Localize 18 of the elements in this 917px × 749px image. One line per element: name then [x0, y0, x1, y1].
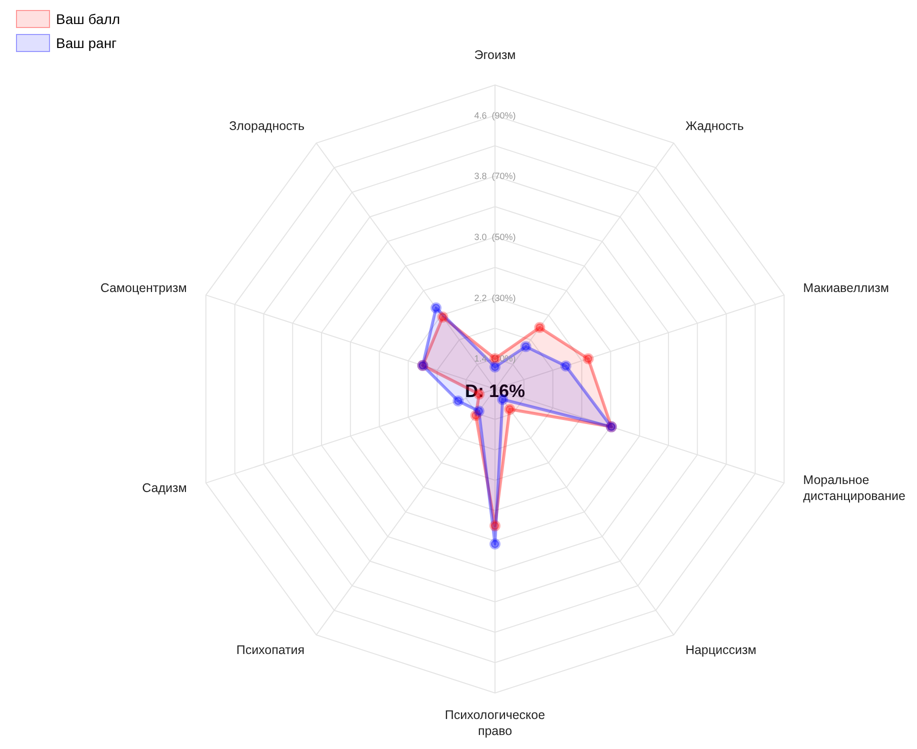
y-tick-label: 4.6 (90%) [474, 110, 516, 120]
text: D: 16% [464, 381, 526, 401]
legend-label: Ваш ранг [56, 35, 117, 51]
spoke-label: Жадность [685, 118, 744, 133]
spoke-label: Нарциссизм [685, 643, 756, 658]
spoke-label: Эгоизм [474, 48, 516, 62]
spoke-label: Злорадность [229, 118, 305, 133]
spoke-label: Психологическое право [444, 708, 546, 738]
spoke-label: Самоцентризм [100, 280, 187, 295]
spoke-label: Садизм [142, 481, 187, 496]
spoke-label: Моральное дистанцирование [803, 473, 906, 504]
spoke-label: Психопатия [236, 643, 305, 658]
y-tick-label: 1.4 (10%) [474, 354, 516, 364]
legend-label: Ваш балл [56, 11, 120, 27]
spoke-label: Макиавеллизм [803, 280, 889, 295]
y-tick-label: 3.8 (70%) [474, 171, 516, 182]
y-tick-label: 2.2 (30%) [474, 292, 516, 303]
y-tick-label: 3.0 (50%) [474, 232, 516, 242]
